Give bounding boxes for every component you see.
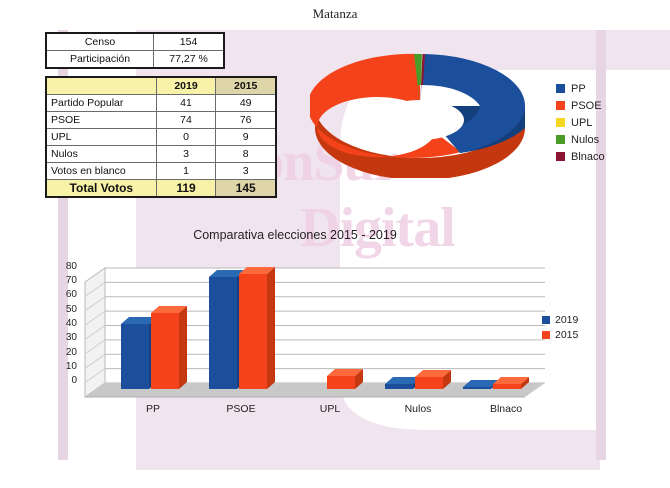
legend-swatch-pp [556,84,565,93]
table-row: PSOE 74 76 [45,111,277,129]
cell-2015: 3 [215,162,277,180]
x-label-upl: UPL [319,403,341,415]
table-row: Votos en blanco 1 3 [45,162,277,180]
y-tick-70: 70 [65,275,77,286]
census-label-censo: Censo [45,32,155,51]
x-label-psoe: PSOE [226,403,256,415]
cell-2019: 74 [155,111,217,129]
cell-party: PSOE [45,111,157,129]
legend-label-2019: 2019 [555,313,579,326]
total-2015: 145 [215,179,277,198]
table-row: Partido Popular 41 49 [45,94,277,112]
legend-label-2015: 2015 [555,328,579,341]
col-header-party [45,76,157,95]
donut-chart [310,48,530,178]
table-total-row: Total Votos 119 145 [45,179,277,198]
cell-2019: 41 [155,94,217,112]
cell-party: Nulos [45,145,157,163]
legend-label-psoe: PSOE [571,99,602,112]
legend-item-pp: PP [556,80,605,97]
legend-swatch-2019 [542,315,550,324]
census-value-censo: 154 [153,32,225,51]
bar-chart-title: Comparativa elecciones 2015 - 2019 [193,228,397,242]
y-tick-0: 0 [71,375,77,386]
y-tick-30: 30 [65,332,77,343]
legend-swatch-2015 [542,330,550,339]
legend-label-blanco: Blnaco [571,150,605,163]
census-value-participacion: 77,27 % [153,50,225,69]
col-header-2015: 2015 [215,76,277,95]
table-header-row: 2019 2015 [45,76,277,95]
x-label-blanco: Blnaco [489,403,523,415]
legend-item-2019: 2019 [542,312,578,327]
x-label-nulos: Nulos [404,403,432,415]
legend-item-psoe: PSOE [556,97,605,114]
legend-item-blanco: Blnaco [556,148,605,165]
legend-swatch-nulos [556,135,565,144]
legend-label-pp: PP [571,82,586,95]
table-row: Nulos 3 8 [45,145,277,163]
pie-legend: PP PSOE UPL Nulos Blnaco [556,80,605,165]
legend-label-nulos: Nulos [571,133,600,146]
cell-party: UPL [45,128,157,146]
table-row: UPL 0 9 [45,128,277,146]
cell-2015: 49 [215,94,277,112]
y-tick-10: 10 [65,361,77,372]
legend-swatch-psoe [556,101,565,110]
cell-party: Votos en blanco [45,162,157,180]
legend-label-upl: UPL [571,116,593,129]
x-label-pp: PP [145,403,160,415]
watermark-text-digital: Digital [300,197,456,259]
legend-swatch-upl [556,118,565,127]
cell-2015: 76 [215,111,277,129]
census-table: Censo 154 Participación 77,27 % [45,32,225,69]
cell-2015: 8 [215,145,277,163]
legend-item-nulos: Nulos [556,131,605,148]
col-header-2019: 2019 [155,76,217,95]
total-label: Total Votos [45,179,157,198]
bar-chart: Comparativa elecciones 2015 - 2019 [55,228,615,428]
y-tick-60: 60 [65,289,77,300]
cell-2019: 0 [155,128,217,146]
cell-2015: 9 [215,128,277,146]
bar-chart-legend: 2019 2015 [542,312,578,342]
cell-2019: 3 [155,145,217,163]
y-tick-80: 80 [65,261,77,272]
legend-item-2015: 2015 [542,327,578,342]
legend-item-upl: UPL [556,114,605,131]
results-table: 2019 2015 Partido Popular 41 49 PSOE 74 … [45,76,277,198]
total-2019: 119 [155,179,217,198]
cell-2019: 1 [155,162,217,180]
legend-swatch-blanco [556,152,565,161]
bar-chart-plot-area: 80 70 60 50 40 30 20 10 0 PP PSOE UPL Nu… [55,258,545,415]
cell-party: Partido Popular [45,94,157,112]
y-tick-50: 50 [65,304,77,315]
census-label-participacion: Participación [45,50,155,69]
table-row: Censo 154 [45,32,225,51]
y-tick-20: 20 [65,347,77,358]
table-row: Participación 77,27 % [45,50,225,69]
y-tick-40: 40 [65,318,77,329]
page-title: Matanza [312,6,358,21]
